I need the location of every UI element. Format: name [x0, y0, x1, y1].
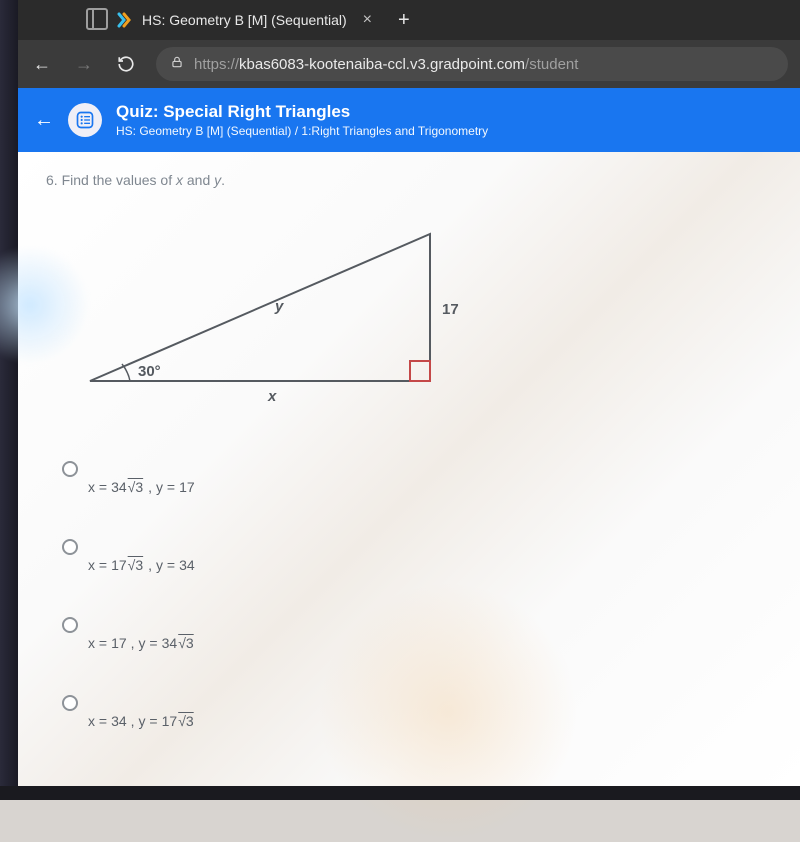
triangle-figure: 30° y 17 x [70, 206, 772, 411]
tab-favicon-icon [116, 12, 132, 28]
new-tab-button[interactable]: + [398, 9, 410, 32]
radio-icon[interactable] [62, 617, 78, 633]
quiz-back-button[interactable]: ← [34, 109, 54, 132]
answer-options: x = 34√3 , y = 17 x = 17√3 , y = 34 x = … [62, 461, 772, 729]
opposite-label: 17 [442, 301, 459, 318]
option-text: x = 17, y = 34√3 [88, 635, 195, 651]
url-text: https://kbas6083-kootenaiba-ccl.v3.gradp… [194, 56, 578, 73]
angle-label: 30° [138, 363, 161, 380]
device-bezel-bottom [0, 786, 800, 800]
quiz-title: Quiz: Special Right Triangles [116, 102, 488, 122]
quiz-header: ← Quiz: Special Right Triangles HS: Geom… [18, 88, 800, 152]
quiz-breadcrumb: HS: Geometry B [M] (Sequential) / 1:Righ… [116, 124, 488, 138]
browser-address-bar: ← → https://kbas6083-kootenaiba-ccl.v3.g… [18, 40, 800, 88]
radio-icon[interactable] [62, 539, 78, 555]
question-prompt: 6. Find the values of x and y. [46, 172, 772, 188]
close-icon[interactable]: × [363, 11, 372, 29]
screen: HS: Geometry B [M] (Sequential) × + ← → … [18, 0, 800, 786]
url-field[interactable]: https://kbas6083-kootenaiba-ccl.v3.gradp… [156, 47, 788, 81]
refresh-icon[interactable] [114, 55, 138, 73]
tab-title: HS: Geometry B [M] (Sequential) [142, 12, 347, 28]
option-text: x = 17√3 , y = 34 [88, 557, 195, 573]
radio-icon[interactable] [62, 695, 78, 711]
option-text: x = 34, y = 17√3 [88, 713, 195, 729]
option-text: x = 34√3 , y = 17 [88, 479, 195, 495]
answer-option[interactable]: x = 17√3 , y = 34 [62, 539, 772, 573]
answer-option[interactable]: x = 34√3 , y = 17 [62, 461, 772, 495]
forward-icon[interactable]: → [72, 54, 96, 75]
browser-tabbar: HS: Geometry B [M] (Sequential) × + [18, 0, 800, 40]
quiz-header-text: Quiz: Special Right Triangles HS: Geomet… [116, 102, 488, 138]
hypotenuse-label: y [274, 298, 284, 315]
back-icon[interactable]: ← [30, 54, 54, 75]
answer-option[interactable]: x = 34, y = 17√3 [62, 695, 772, 729]
lock-icon [170, 55, 184, 73]
device-bezel-left [0, 0, 18, 800]
browser-tab[interactable]: HS: Geometry B [M] (Sequential) × [106, 2, 386, 38]
quiz-content: 6. Find the values of x and y. 30° y 17 … [18, 152, 800, 786]
quiz-icon [68, 103, 102, 137]
answer-option[interactable]: x = 17, y = 34√3 [62, 617, 772, 651]
adjacent-label: x [267, 388, 277, 405]
tab-actions-icon[interactable] [86, 8, 108, 30]
radio-icon[interactable] [62, 461, 78, 477]
